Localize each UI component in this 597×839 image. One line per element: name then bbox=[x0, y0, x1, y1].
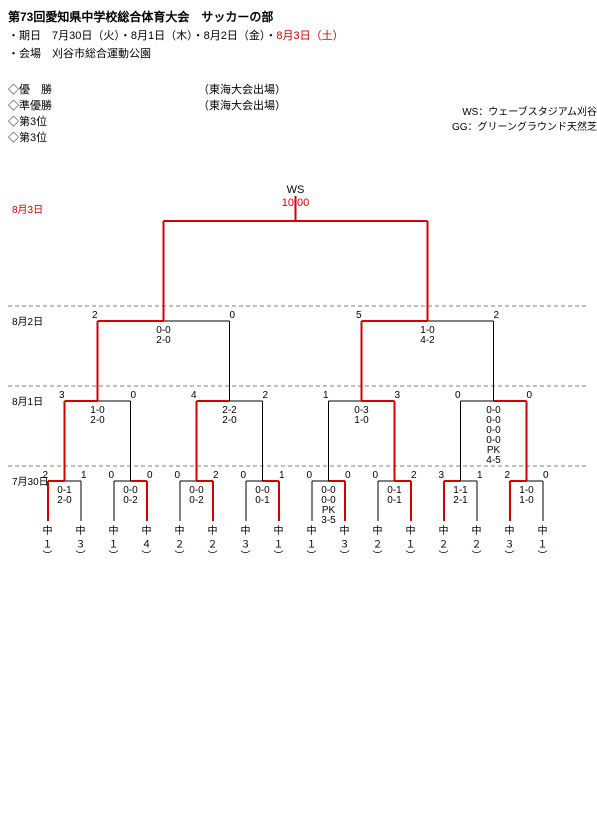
team: 大府市立大府西中（知多２） bbox=[170, 525, 190, 564]
awards-labels: ◇優 勝 ◇準優勝 ◇第3位 ◇第3位 bbox=[8, 81, 198, 145]
team: 豊田市立美里中（西三河２） bbox=[434, 525, 454, 564]
team: 私立東海中（名古屋３） bbox=[335, 525, 355, 564]
svg-text:2: 2 bbox=[411, 470, 417, 481]
svg-text:10:00: 10:00 bbox=[282, 197, 310, 209]
venue: ・会場 刈谷市総合運動公園 bbox=[8, 45, 597, 61]
dates-extra: 8月3日（土） bbox=[276, 30, 343, 42]
svg-text:2-0: 2-0 bbox=[57, 495, 72, 506]
svg-text:2: 2 bbox=[213, 470, 219, 481]
svg-text:0: 0 bbox=[543, 470, 549, 481]
award-third2: ◇第3位 bbox=[8, 129, 198, 145]
svg-text:4-5: 4-5 bbox=[486, 455, 501, 466]
svg-text:0: 0 bbox=[230, 310, 236, 321]
svg-text:1-0: 1-0 bbox=[519, 495, 534, 506]
svg-text:2: 2 bbox=[494, 310, 500, 321]
dates-main: ・期日 7月30日（火）・8月1日（木）・8月2日（金）・ bbox=[8, 30, 276, 42]
svg-text:1: 1 bbox=[477, 470, 483, 481]
award-third1: ◇第3位 bbox=[8, 113, 198, 129]
bracket-diagram: 8月3日8月2日8月1日7月30日210-12-0000-00-2020-00-… bbox=[8, 151, 588, 831]
team: 豊田市立梅坪台中（西三河１） bbox=[38, 525, 58, 564]
team: 名古屋市立日比野中（名古屋２） bbox=[467, 525, 487, 564]
dates: ・期日 7月30日（火）・8月1日（木）・8月2日（金）・8月3日（土） bbox=[8, 27, 597, 43]
svg-text:0: 0 bbox=[455, 390, 461, 401]
award-runnerup: ◇準優勝 bbox=[8, 97, 198, 113]
svg-text:1: 1 bbox=[279, 470, 285, 481]
svg-text:0-2: 0-2 bbox=[189, 495, 204, 506]
svg-text:2: 2 bbox=[263, 390, 269, 401]
svg-text:2-0: 2-0 bbox=[222, 415, 237, 426]
venue-legend: WS：ウェーブスタジアム刈谷 GG：グリーングラウンド天然芝 bbox=[358, 81, 597, 145]
team: 豊川市立南部中（東三河２） bbox=[368, 525, 388, 564]
svg-text:0: 0 bbox=[147, 470, 153, 481]
awards-block: ◇優 勝 ◇準優勝 ◇第3位 ◇第3位 （東海大会出場） （東海大会出場） WS… bbox=[8, 81, 597, 145]
svg-text:1: 1 bbox=[323, 390, 329, 401]
team: あま市立甚目寺南中（西尾張２） bbox=[203, 525, 223, 564]
svg-text:0: 0 bbox=[174, 470, 180, 481]
svg-text:0-1: 0-1 bbox=[387, 495, 402, 506]
svg-text:0: 0 bbox=[306, 470, 312, 481]
gg-legend: GG：グリーングラウンド天然芝 bbox=[358, 118, 597, 133]
svg-text:4-2: 4-2 bbox=[420, 335, 435, 346]
svg-text:1-0: 1-0 bbox=[354, 415, 369, 426]
svg-text:2: 2 bbox=[92, 310, 98, 321]
svg-text:0: 0 bbox=[131, 390, 137, 401]
svg-text:3: 3 bbox=[438, 470, 444, 481]
svg-text:0-2: 0-2 bbox=[123, 495, 138, 506]
svg-text:2: 2 bbox=[42, 470, 48, 481]
team: 岡崎市立甲山中（西三河３） bbox=[236, 525, 256, 564]
svg-text:3: 3 bbox=[59, 390, 65, 401]
team: 名古屋市立東星中（名古屋１） bbox=[269, 525, 289, 564]
svg-text:2-0: 2-0 bbox=[90, 415, 105, 426]
svg-text:0: 0 bbox=[527, 390, 533, 401]
svg-text:8月1日: 8月1日 bbox=[12, 396, 43, 408]
svg-text:2-0: 2-0 bbox=[156, 335, 171, 346]
svg-text:4: 4 bbox=[191, 390, 197, 401]
tokai1: （東海大会出場） bbox=[198, 81, 358, 97]
svg-text:8月2日: 8月2日 bbox=[12, 316, 43, 328]
svg-text:2-1: 2-1 bbox=[453, 495, 468, 506]
svg-text:3: 3 bbox=[395, 390, 401, 401]
team: 稲沢市立大里東中（西尾張１） bbox=[533, 525, 553, 564]
svg-text:1: 1 bbox=[81, 470, 87, 481]
team: 尾張旭市立東中（愛日１） bbox=[302, 525, 322, 564]
tokai2: （東海大会出場） bbox=[198, 97, 358, 113]
ws-legend: WS：ウェーブスタジアム刈谷 bbox=[358, 103, 597, 118]
team: 豊川市立東部中（東三河３） bbox=[500, 525, 520, 564]
team: 一宮市立北部中（西尾張３） bbox=[71, 525, 91, 564]
svg-text:3-5: 3-5 bbox=[321, 515, 336, 526]
team: 武豊町立富貴中（知多１） bbox=[401, 525, 421, 564]
svg-text:2: 2 bbox=[504, 470, 510, 481]
svg-text:0: 0 bbox=[240, 470, 246, 481]
svg-text:WS: WS bbox=[287, 184, 305, 196]
svg-text:5: 5 bbox=[356, 310, 362, 321]
svg-text:0: 0 bbox=[108, 470, 114, 481]
svg-text:0: 0 bbox=[372, 470, 378, 481]
svg-text:8月3日: 8月3日 bbox=[12, 204, 43, 216]
svg-text:0-1: 0-1 bbox=[255, 495, 270, 506]
title: 第73回愛知県中学校総合体育大会 サッカーの部 bbox=[8, 8, 597, 25]
awards-advance: （東海大会出場） （東海大会出場） bbox=[198, 81, 358, 145]
award-winner: ◇優 勝 bbox=[8, 81, 198, 97]
team: 豊川市立中部中（東三河１） bbox=[104, 525, 124, 564]
team: 名古屋市立供米田中（名古屋４） bbox=[137, 525, 157, 564]
svg-text:0: 0 bbox=[345, 470, 351, 481]
